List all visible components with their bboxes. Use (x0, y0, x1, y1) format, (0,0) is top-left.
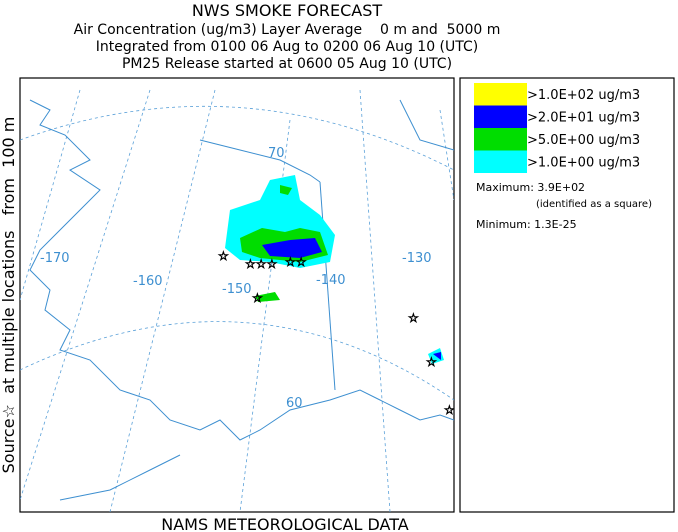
map-label: -130 (402, 251, 432, 266)
map-label: -140 (316, 273, 346, 288)
plume (433, 352, 441, 360)
title: NWS SMOKE FORECAST (192, 1, 383, 20)
legend-label: >2.0E+01 ug/m3 (527, 111, 640, 126)
source: ☆ (444, 403, 455, 417)
source: ☆ (218, 249, 229, 263)
plume (255, 292, 280, 302)
footer: NAMS METEOROLOGICAL DATA (161, 515, 409, 532)
map-label: 60 (286, 396, 303, 411)
map-label: -160 (133, 274, 163, 289)
legend-swatch (474, 128, 527, 151)
header-line: PM25 Release started at 0600 05 Aug 10 (… (122, 56, 452, 72)
header-line: Integrated from 0100 06 Aug to 0200 06 A… (96, 39, 479, 55)
maximum-note: (identified as a square) (536, 199, 652, 210)
source: ☆☆☆ (245, 257, 277, 271)
minimum: Minimum: 1.3E-25 (476, 218, 577, 231)
coastline (399, 99, 454, 151)
side-label: Source☆ at multiple locations from 100 m (0, 117, 18, 474)
source: ☆ (426, 355, 437, 369)
legend-label: >1.0E+02 ug/m3 (527, 88, 640, 103)
source: ☆ (252, 291, 263, 305)
graticule (20, 321, 454, 401)
graticule (109, 89, 216, 512)
sources: ☆ ☆☆☆ ☆☆ ☆ ☆ ☆ ☆ (218, 249, 455, 418)
coastline (199, 139, 321, 183)
map-label: -150 (222, 282, 252, 297)
legend-swatch (474, 83, 527, 106)
source: ☆ (408, 311, 419, 325)
source: ☆☆ (285, 255, 307, 269)
coastline (29, 99, 454, 441)
graticule (20, 105, 454, 171)
coastline (59, 454, 181, 501)
graticule (359, 89, 391, 512)
plume (262, 238, 322, 258)
legend-swatch (474, 105, 527, 128)
map-label: -170 (40, 251, 70, 266)
map-frame (19, 77, 455, 513)
border (319, 181, 336, 391)
legend-label: >5.0E+00 ug/m3 (527, 133, 640, 148)
legend-label: >1.0E+00 ug/m3 (527, 156, 640, 171)
maximum: Maximum: 3.9E+02 (476, 181, 585, 194)
map: ☆ ☆☆☆ ☆☆ ☆ ☆ ☆ ☆ (19, 77, 455, 513)
legend-swatch (474, 150, 527, 173)
map-label: 70 (268, 146, 285, 161)
header-line: Air Concentration (ug/m3) Layer Average … (74, 22, 501, 38)
graticule (20, 89, 81, 301)
plume (280, 185, 292, 195)
